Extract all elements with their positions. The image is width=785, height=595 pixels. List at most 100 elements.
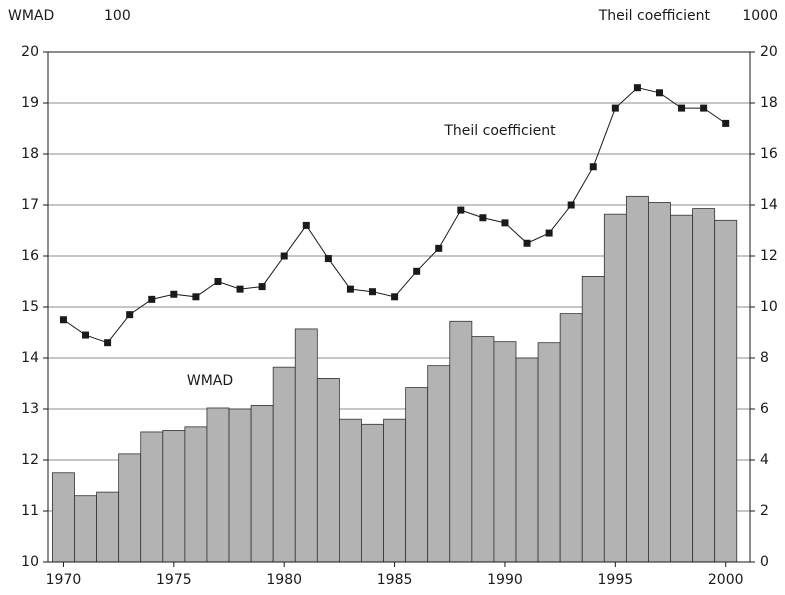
bar	[625, 195, 649, 563]
bar	[471, 336, 495, 563]
plot-frame	[47, 51, 751, 563]
x-tick-label: 1985	[377, 572, 413, 588]
bar	[515, 357, 539, 563]
marker	[82, 331, 90, 339]
marker	[391, 293, 399, 301]
marker	[170, 290, 178, 298]
marker	[479, 214, 487, 222]
bar	[405, 387, 429, 563]
marker	[633, 84, 641, 92]
marker	[214, 278, 222, 285]
y2-tick-label: 12	[760, 248, 778, 264]
marker	[104, 339, 112, 347]
y-tick-label: 18	[21, 146, 39, 162]
marker	[413, 267, 421, 275]
x-tick-label: 1990	[487, 572, 523, 588]
bar	[118, 453, 142, 563]
y2-tick-label: 6	[760, 401, 769, 417]
marker	[678, 104, 686, 112]
bar	[648, 202, 671, 563]
bar	[493, 341, 517, 563]
marker	[324, 255, 332, 263]
x-tick-label: 1995	[598, 572, 634, 588]
y-tick-label: 19	[21, 95, 39, 111]
y-tick-label: 17	[21, 197, 39, 213]
x-tick-label: 1980	[266, 572, 302, 588]
marker	[126, 311, 134, 319]
marker	[236, 285, 244, 293]
y2-tick-label: 14	[760, 197, 778, 213]
y-tick-label: 10	[21, 554, 39, 570]
y2-tick-label: 16	[760, 146, 778, 162]
marker	[280, 252, 288, 260]
series-label: WMAD	[187, 373, 233, 389]
y2-tick-label: 4	[760, 452, 769, 468]
y-axis-unit: 100	[104, 8, 131, 24]
marker	[700, 104, 708, 112]
bar	[449, 320, 473, 563]
marker	[722, 119, 730, 127]
y-tick-label: 16	[21, 248, 39, 264]
marker	[501, 219, 509, 227]
marker	[302, 221, 310, 229]
bar	[206, 407, 230, 563]
bar	[184, 426, 208, 563]
y-tick-label: 13	[21, 401, 39, 417]
marker	[192, 293, 200, 301]
y2-tick-label: 8	[760, 350, 769, 366]
marker	[148, 295, 156, 303]
marker	[611, 104, 619, 112]
y2-axis-label: Theil coefficient	[598, 8, 711, 24]
y2-tick-label: 2	[760, 503, 769, 519]
marker	[369, 288, 377, 296]
bar	[140, 431, 164, 563]
y-tick-label: 14	[21, 350, 39, 366]
marker	[435, 244, 443, 252]
y-tick-label: 20	[21, 44, 39, 60]
bar	[559, 313, 583, 563]
bar	[74, 495, 97, 563]
marker	[457, 206, 465, 214]
bar	[670, 214, 694, 563]
marker	[523, 239, 531, 247]
bar	[250, 405, 274, 563]
x-tick-label: 2000	[708, 572, 744, 588]
bar	[162, 430, 186, 563]
marker	[655, 89, 663, 97]
y-tick-label: 12	[21, 452, 39, 468]
bar	[96, 491, 120, 563]
bar	[427, 365, 451, 563]
y-tick-label: 15	[21, 299, 39, 315]
bar	[714, 219, 738, 563]
bar	[316, 377, 340, 563]
bar	[338, 418, 362, 563]
y-axis-label: WMAD	[8, 8, 54, 24]
series-label: Theil coefficient	[443, 123, 556, 139]
marker	[567, 201, 575, 209]
marker	[545, 229, 553, 237]
x-tick-label: 1970	[46, 572, 82, 588]
bar	[228, 408, 252, 563]
bar	[361, 423, 384, 563]
x-tick-label: 1975	[156, 572, 192, 588]
bar	[383, 418, 407, 563]
marker	[589, 163, 597, 171]
y2-axis-unit: 1000	[742, 8, 778, 24]
y2-tick-label: 20	[760, 44, 778, 60]
bar	[272, 366, 296, 563]
marker	[346, 285, 354, 293]
marker	[59, 316, 67, 324]
bar	[537, 342, 561, 563]
bar	[52, 472, 75, 563]
bar	[603, 213, 627, 563]
bar	[294, 328, 318, 563]
y2-tick-label: 0	[760, 554, 769, 570]
marker	[258, 283, 266, 291]
bar	[581, 275, 605, 563]
bar	[692, 208, 716, 563]
y2-tick-label: 10	[760, 299, 778, 315]
y2-tick-label: 18	[760, 95, 778, 111]
y-tick-label: 11	[21, 503, 39, 519]
